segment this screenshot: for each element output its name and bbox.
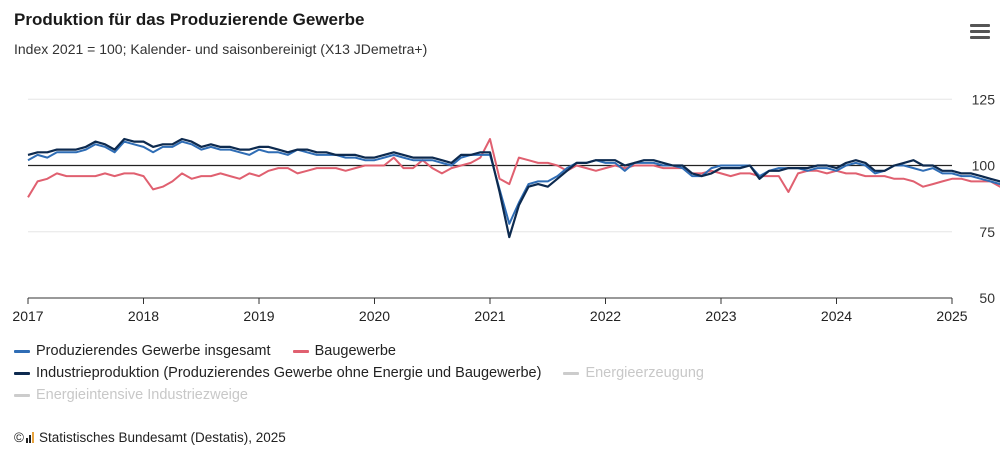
x-tick-label: 2024 [821,308,852,324]
y-tick-label: 100 [972,158,996,174]
legend-label-energie: Energieerzeugung [585,365,704,381]
chart-subtitle: Index 2021 = 100; Kalender- und saisonbe… [14,41,428,57]
chart-legend: Produzierendes Gewerbe insgesamt Baugewe… [14,340,774,406]
x-tick-label: 2021 [474,308,505,324]
legend-swatch-industrie [14,371,30,375]
x-tick-label: 2022 [590,308,621,324]
menu-bar [970,36,990,39]
x-tick-label: 2025 [936,308,967,324]
legend-item-industrie[interactable]: Industrieproduktion (Produzierendes Gewe… [14,362,541,384]
legend-swatch-energieintensiv [14,393,30,397]
source-credit: © Statistisches Bundesamt (Destatis), 20… [14,430,286,445]
destatis-logo-icon [25,432,35,443]
y-tick-label: 75 [979,224,995,240]
legend-label-bau: Baugewerbe [314,343,396,359]
x-tick-label: 2019 [243,308,274,324]
legend-swatch-energie [563,371,580,375]
x-tick-label: 2018 [128,308,159,324]
y-tick-label: 50 [979,290,995,306]
series-line-industrie[interactable] [27,137,1000,239]
x-tick-label: 2023 [705,308,736,324]
series-line-bau[interactable] [27,138,1000,198]
hamburger-menu-icon[interactable] [970,24,990,42]
x-tick-label: 2017 [12,308,43,324]
copyright-symbol: © [14,430,24,445]
legend-item-energieintensiv[interactable]: Energieintensive Industriezweige [14,384,248,406]
line-chart: 50 75 100 125 2017 2018 2019 2020 2021 2022 2023 20… [12,91,1000,324]
chart-title: Produktion für das Produzierende Gewerbe [14,10,365,29]
chart-series [27,137,1000,239]
legend-label-energieintensiv: Energieintensive Industriezweige [36,387,248,403]
menu-bar [970,24,990,27]
y-tick-label: 125 [972,91,996,107]
legend-item-bau[interactable]: Baugewerbe [292,340,396,362]
x-tick-label: 2020 [359,308,390,324]
menu-bar [970,30,990,33]
source-text: Statistisches Bundesamt (Destatis), 2025 [38,430,286,445]
series-line-gesamt[interactable] [27,140,1000,225]
legend-swatch-bau [292,349,309,353]
chart-grid [28,98,952,299]
legend-item-energie[interactable]: Energieerzeugung [563,362,704,384]
legend-label-industrie: Industrieproduktion (Produzierendes Gewe… [36,365,542,381]
legend-item-gesamt[interactable]: Produzierendes Gewerbe insgesamt [14,340,271,362]
legend-swatch-gesamt [14,349,30,353]
legend-label-gesamt: Produzierendes Gewerbe insgesamt [36,343,271,359]
chart-axes: 50 75 100 125 2017 2018 2019 2020 2021 2022 2023 20… [12,91,995,324]
